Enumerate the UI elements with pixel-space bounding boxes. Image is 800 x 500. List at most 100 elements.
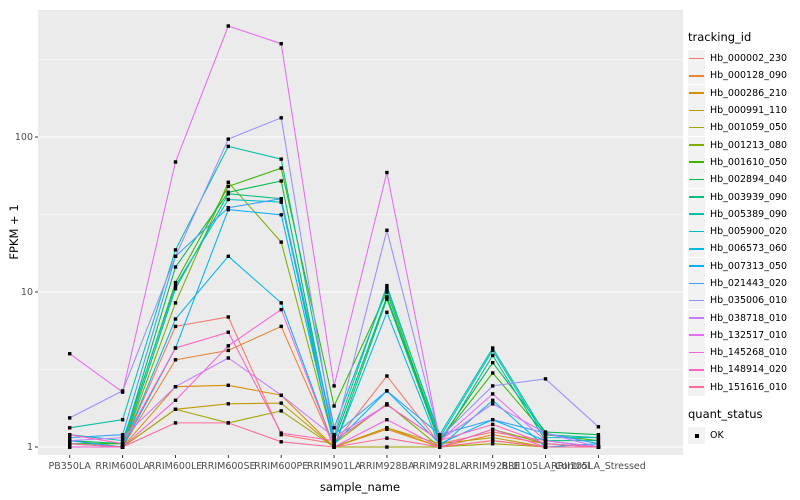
data-point (226, 330, 230, 334)
legend-key-line-icon (689, 144, 704, 146)
x-axis-title: sample_name (319, 480, 401, 494)
data-point (491, 392, 495, 396)
data-point (279, 393, 283, 397)
legend-entry: Hb_145268_010 (688, 344, 800, 362)
legend-key-line-icon (689, 265, 704, 267)
data-point (279, 157, 283, 161)
legend-entry: Hb_005389_090 (688, 205, 800, 223)
data-point (279, 324, 283, 329)
data-point (68, 426, 72, 430)
data-point (596, 425, 601, 429)
data-point (332, 404, 336, 408)
data-point (491, 402, 495, 406)
data-point (173, 160, 178, 164)
data-point (120, 433, 125, 437)
data-point (491, 442, 495, 446)
legend-key (688, 344, 705, 362)
data-point (120, 418, 125, 422)
data-point (332, 442, 336, 446)
data-point (491, 353, 495, 358)
data-point (226, 344, 230, 348)
x-tick-label: RRIM600LA (95, 461, 150, 472)
data-point (68, 442, 72, 446)
legend-key-line-icon (689, 317, 704, 319)
data-point (491, 348, 495, 353)
legend-entry-label: Hb_005900_020 (710, 226, 788, 238)
plot-panel-background (38, 10, 683, 455)
data-point (385, 295, 389, 299)
x-tick-label: RRIM928LE (466, 461, 520, 472)
data-point (279, 440, 283, 444)
data-point (385, 418, 389, 422)
data-point (596, 438, 601, 443)
data-point (332, 438, 336, 443)
data-point (596, 433, 601, 437)
data-point (491, 422, 495, 427)
legend-entry: Hb_000991_110 (688, 102, 800, 120)
data-point (68, 438, 72, 443)
data-point (385, 436, 389, 440)
data-point (279, 307, 283, 312)
legend-entry-label: Hb_003939_090 (710, 191, 788, 203)
data-point (385, 389, 389, 393)
legend-key-line-icon (689, 161, 704, 164)
legend-entry-label: Hb_000128_090 (710, 70, 788, 82)
data-point (279, 166, 283, 170)
legend-key (688, 205, 705, 223)
x-tick-label: RRIM928BA (359, 461, 415, 472)
legend-key-line-icon (689, 351, 704, 354)
data-point (385, 426, 389, 430)
legend-entry-label: Hb_000991_110 (710, 105, 788, 117)
legend-entry: Hb_005900_020 (688, 223, 800, 241)
legend-key-line-icon (689, 109, 704, 112)
data-point (385, 290, 389, 294)
legend-entry-label: Hb_005389_090 (710, 208, 788, 220)
data-point (385, 287, 389, 291)
data-point (226, 184, 230, 189)
legend-key-line-icon (689, 386, 704, 388)
black-square-point-icon (694, 433, 699, 438)
legend-key (688, 171, 705, 189)
legend-key (688, 67, 705, 85)
x-tick-label: RRII105LA_Control (502, 461, 590, 472)
legend-key (688, 292, 705, 310)
data-point (491, 427, 495, 431)
x-tick-label: RRIM901LA (307, 461, 362, 472)
legend-entry: Hb_000286_210 (688, 84, 800, 102)
legend-key-line-icon (689, 299, 704, 302)
legend-entry: Hb_003939_090 (688, 188, 800, 206)
data-point (173, 385, 178, 389)
quant-legend-entry-label: OK (710, 430, 724, 442)
data-point (226, 383, 230, 387)
data-point (385, 297, 389, 301)
legend-key (688, 275, 705, 292)
data-point (279, 42, 283, 46)
data-point (68, 352, 72, 356)
legend-entry: Hb_001059_050 (688, 119, 800, 137)
legend-key-line-icon (689, 368, 704, 371)
legend-entry: Hb_001610_050 (688, 153, 800, 171)
legend-entry-label: Hb_145268_010 (710, 347, 788, 359)
quant-legend-title: quant_status (688, 406, 763, 421)
data-point (491, 430, 495, 434)
data-point (120, 438, 125, 443)
data-point (491, 438, 495, 443)
legend-entry: Hb_001213_080 (688, 136, 800, 154)
data-point (332, 435, 336, 439)
series-legend-entries: Hb_000002_230 Hb_000128_090 Hb_000286_210 H… (688, 50, 800, 396)
data-point (279, 200, 283, 204)
legend-key (688, 84, 705, 102)
data-point (438, 435, 442, 440)
data-point (332, 426, 336, 430)
y-axis-title: FPKM + 1 (7, 204, 21, 260)
legend-entry: Hb_035006_010 (688, 292, 800, 310)
data-point (173, 398, 178, 402)
legend-key (688, 240, 705, 258)
data-point (226, 254, 230, 258)
quant-legend-key (688, 427, 705, 445)
data-point (279, 401, 283, 405)
data-point (279, 240, 283, 244)
legend-key (688, 223, 705, 241)
data-point (173, 254, 178, 258)
data-point (68, 416, 72, 420)
